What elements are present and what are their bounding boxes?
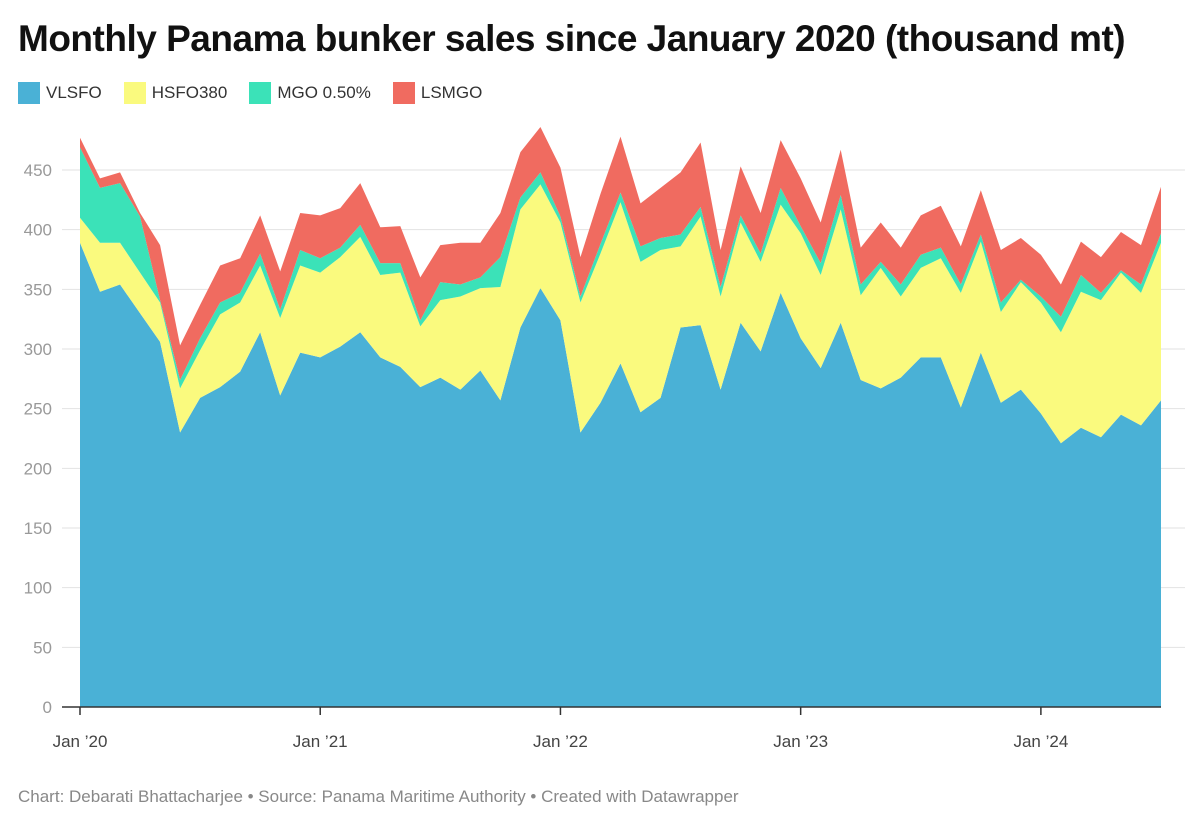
chart-footer: Chart: Debarati Bhattacharjee • Source: … bbox=[18, 787, 739, 806]
y-tick-label: 350 bbox=[24, 280, 52, 299]
legend-swatch bbox=[392, 82, 415, 104]
legend-label: HSFO380 bbox=[151, 83, 228, 102]
area-mgo-0-50- bbox=[80, 147, 1161, 389]
legend-swatch bbox=[18, 82, 40, 104]
x-tick-label: Jan ’23 bbox=[773, 732, 828, 751]
legend: VLSFO HSFO380 MGO 0.50% LSMGO bbox=[18, 82, 482, 104]
y-tick-label: 400 bbox=[24, 221, 52, 240]
legend-item-hsfo380: HSFO380 bbox=[123, 82, 228, 104]
y-tick-label: 450 bbox=[24, 161, 52, 180]
x-tick-label: Jan ’24 bbox=[1013, 732, 1068, 751]
chart-title: Monthly Panama bunker sales since Januar… bbox=[18, 18, 1126, 59]
x-tick-label: Jan ’22 bbox=[533, 732, 588, 751]
legend-item-lsmgo: LSMGO bbox=[392, 82, 483, 104]
legend-label: LSMGO bbox=[420, 83, 483, 102]
y-tick-label: 150 bbox=[24, 519, 52, 538]
x-tick-label: Jan ’20 bbox=[53, 732, 108, 751]
area-vlsfo bbox=[80, 242, 1161, 707]
y-tick-label: 50 bbox=[33, 638, 52, 657]
areas bbox=[80, 127, 1161, 707]
legend-swatch bbox=[123, 82, 146, 104]
area-hsfo380 bbox=[80, 184, 1161, 444]
legend-label: VLSFO bbox=[46, 83, 102, 102]
y-tick-label: 0 bbox=[43, 698, 52, 717]
legend-item-mgo: MGO 0.50% bbox=[249, 82, 371, 104]
legend-swatch bbox=[249, 82, 272, 104]
y-tick-label: 250 bbox=[24, 400, 52, 419]
y-tick-label: 200 bbox=[24, 459, 52, 478]
y-tick-label: 100 bbox=[24, 579, 52, 598]
legend-label: MGO 0.50% bbox=[277, 83, 371, 102]
legend-item-vlsfo: VLSFO bbox=[18, 82, 102, 104]
axes: 0 50 100 150 200 250 300 350 400 450 Jan ’20 Jan ’2… bbox=[24, 161, 1161, 751]
y-tick-label: 300 bbox=[24, 340, 52, 359]
area-lsmgo bbox=[80, 127, 1161, 381]
x-tick-label: Jan ’21 bbox=[293, 732, 348, 751]
